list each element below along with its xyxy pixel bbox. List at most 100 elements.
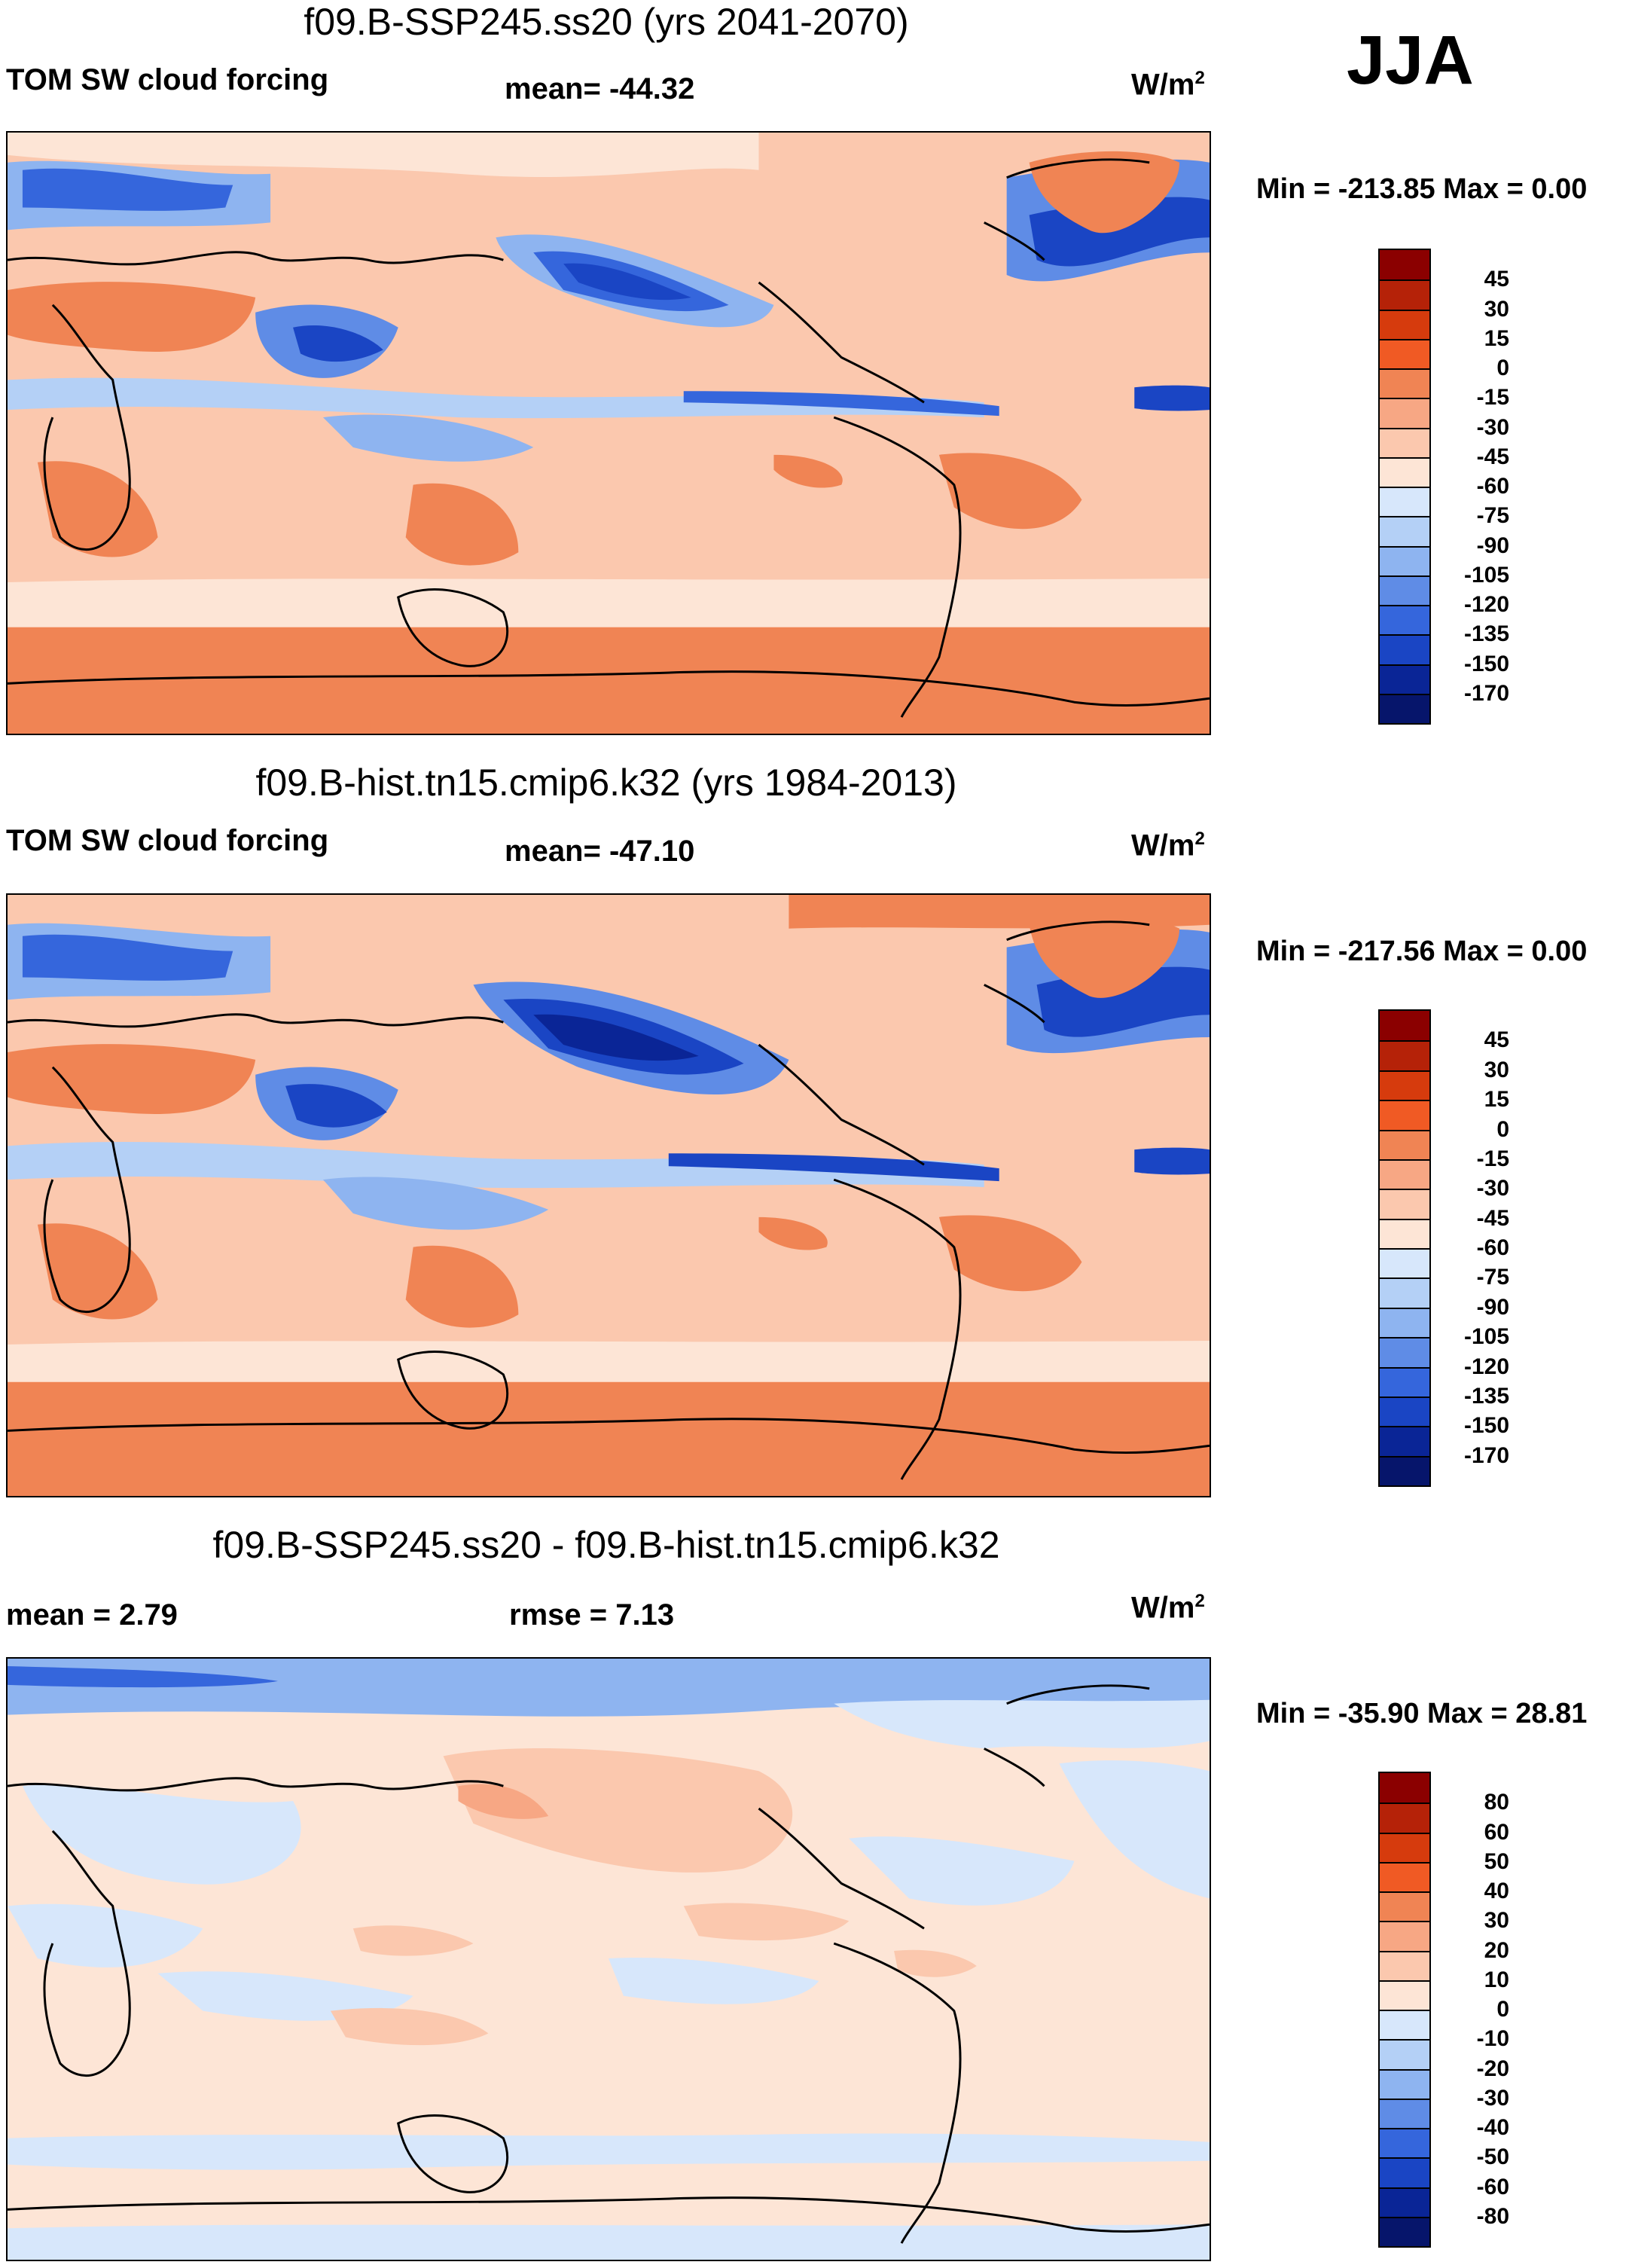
colorbar-tick-label: -30 xyxy=(1476,2085,1509,2111)
colorbar-swatch xyxy=(1380,1100,1429,1130)
panel-1-map xyxy=(6,131,1211,735)
colorbar-swatch xyxy=(1380,1307,1429,1338)
colorbar-tick-label: -90 xyxy=(1476,1294,1509,1320)
panel-2-mean-label: mean= -47.10 xyxy=(505,835,695,868)
colorbar-swatch xyxy=(1380,2157,1429,2187)
panel-1-minmax: Min = -213.85 Max = 0.00 xyxy=(1256,173,1588,205)
panel-3-title: f09.B-SSP245.ss20 - f09.B-hist.tn15.cmip… xyxy=(212,1524,1000,1566)
colorbar-tick-label: -150 xyxy=(1463,1413,1509,1439)
panel-1-colorbar xyxy=(1378,249,1431,725)
colorbar-tick-label: 20 xyxy=(1484,1937,1509,1963)
panel-3-map xyxy=(6,1657,1211,2261)
colorbar-swatch xyxy=(1380,1773,1429,1803)
colorbar-swatch xyxy=(1380,1832,1429,1862)
colorbar-tick-label: 15 xyxy=(1484,1087,1509,1113)
colorbar-tick-label: 50 xyxy=(1484,1848,1509,1874)
colorbar-swatch xyxy=(1380,2187,1429,2217)
colorbar-tick-label: -150 xyxy=(1463,651,1509,676)
colorbar-swatch xyxy=(1380,1366,1429,1397)
colorbar-tick-label: 10 xyxy=(1484,1967,1509,1992)
colorbar-tick-label: -45 xyxy=(1476,1205,1509,1231)
colorbar-swatch xyxy=(1380,1891,1429,1922)
panel-1-units: W/m2 xyxy=(1131,68,1205,102)
colorbar-swatch xyxy=(1380,2128,1429,2158)
panel-3-rmse-label: rmse = 7.13 xyxy=(509,1598,675,1632)
colorbar-swatch xyxy=(1380,2039,1429,2069)
colorbar-swatch xyxy=(1380,1802,1429,1833)
panel-3-mean-label: mean = 2.79 xyxy=(6,1598,178,1632)
colorbar-swatch xyxy=(1380,309,1429,339)
colorbar-swatch xyxy=(1380,1950,1429,1980)
colorbar-tick-label: 45 xyxy=(1484,1027,1509,1053)
colorbar-tick-label: 0 xyxy=(1496,356,1509,380)
colorbar-swatch xyxy=(1380,1070,1429,1100)
colorbar-swatch xyxy=(1380,516,1429,546)
colorbar-tick-label: -105 xyxy=(1463,562,1509,588)
colorbar-tick-label: -15 xyxy=(1476,1146,1509,1171)
colorbar-swatch xyxy=(1380,1861,1429,1891)
colorbar-tick-label: -105 xyxy=(1463,1324,1509,1350)
colorbar-swatch xyxy=(1380,1040,1429,1070)
colorbar-swatch xyxy=(1380,2068,1429,2099)
colorbar-swatch xyxy=(1380,664,1429,694)
panel-2-title: f09.B-hist.tn15.cmip6.k32 (yrs 1984-2013… xyxy=(255,762,957,804)
colorbar-tick-label: -30 xyxy=(1476,414,1509,440)
colorbar-swatch xyxy=(1380,487,1429,517)
colorbar-swatch xyxy=(1380,2098,1429,2128)
season-label: JJA xyxy=(1347,22,1474,99)
colorbar-swatch xyxy=(1380,1011,1429,1041)
colorbar-tick-label: -15 xyxy=(1476,385,1509,411)
colorbar-swatch xyxy=(1380,1158,1429,1189)
colorbar-tick-label: -75 xyxy=(1476,1265,1509,1290)
colorbar-swatch xyxy=(1380,1218,1429,1248)
colorbar-tick-label: -120 xyxy=(1463,592,1509,617)
colorbar-tick-label: -135 xyxy=(1463,1383,1509,1409)
panel-2-colorbar xyxy=(1378,1009,1431,1487)
colorbar-swatch xyxy=(1380,1455,1429,1485)
colorbar-tick-label: -60 xyxy=(1476,2174,1509,2199)
colorbar-tick-label: -45 xyxy=(1476,444,1509,469)
colorbar-tick-label: 30 xyxy=(1484,1057,1509,1082)
colorbar-tick-label: 15 xyxy=(1484,325,1509,351)
panel-1-left-label: TOM SW cloud forcing xyxy=(6,63,329,96)
colorbar-tick-label: -170 xyxy=(1463,680,1509,706)
colorbar-tick-label: 60 xyxy=(1484,1819,1509,1845)
colorbar-tick-label: -135 xyxy=(1463,621,1509,647)
colorbar-tick-label: -60 xyxy=(1476,1235,1509,1260)
panel-1-title: f09.B-SSP245.ss20 (yrs 2041-2070) xyxy=(304,1,909,43)
colorbar-tick-label: -30 xyxy=(1476,1176,1509,1201)
colorbar-tick-label: -90 xyxy=(1476,533,1509,558)
colorbar-swatch xyxy=(1380,1337,1429,1367)
colorbar-tick-label: -75 xyxy=(1476,503,1509,529)
colorbar-swatch xyxy=(1380,1248,1429,1278)
colorbar-tick-label: -10 xyxy=(1476,2026,1509,2052)
panel-1-mean-label: mean= -44.32 xyxy=(505,72,695,105)
colorbar-tick-label: -50 xyxy=(1476,2144,1509,2170)
colorbar-swatch xyxy=(1380,427,1429,457)
colorbar-swatch xyxy=(1380,456,1429,487)
colorbar-swatch xyxy=(1380,605,1429,635)
colorbar-swatch xyxy=(1380,398,1429,428)
colorbar-tick-label: -80 xyxy=(1476,2203,1509,2229)
colorbar-swatch xyxy=(1380,1129,1429,1159)
colorbar-swatch xyxy=(1380,1189,1429,1219)
colorbar-swatch xyxy=(1380,1277,1429,1308)
colorbar-swatch xyxy=(1380,634,1429,664)
panel-3-colorbar xyxy=(1378,1772,1431,2248)
panel-2-units: W/m2 xyxy=(1131,829,1205,862)
colorbar-swatch xyxy=(1380,2216,1429,2246)
colorbar-tick-label: -20 xyxy=(1476,2056,1509,2081)
panel-3-minmax: Min = -35.90 Max = 28.81 xyxy=(1256,1698,1588,1729)
colorbar-swatch xyxy=(1380,368,1429,398)
colorbar-tick-label: 0 xyxy=(1496,1116,1509,1142)
colorbar-swatch xyxy=(1380,250,1429,280)
colorbar-swatch xyxy=(1380,1426,1429,1456)
colorbar-swatch xyxy=(1380,1396,1429,1427)
colorbar-tick-label: -60 xyxy=(1476,474,1509,499)
panel-2-left-label: TOM SW cloud forcing xyxy=(6,824,329,857)
colorbar-swatch xyxy=(1380,279,1429,310)
colorbar-swatch xyxy=(1380,575,1429,605)
colorbar-tick-label: 0 xyxy=(1496,1997,1509,2022)
colorbar-tick-label: 80 xyxy=(1484,1790,1509,1815)
colorbar-tick-label: 30 xyxy=(1484,296,1509,322)
